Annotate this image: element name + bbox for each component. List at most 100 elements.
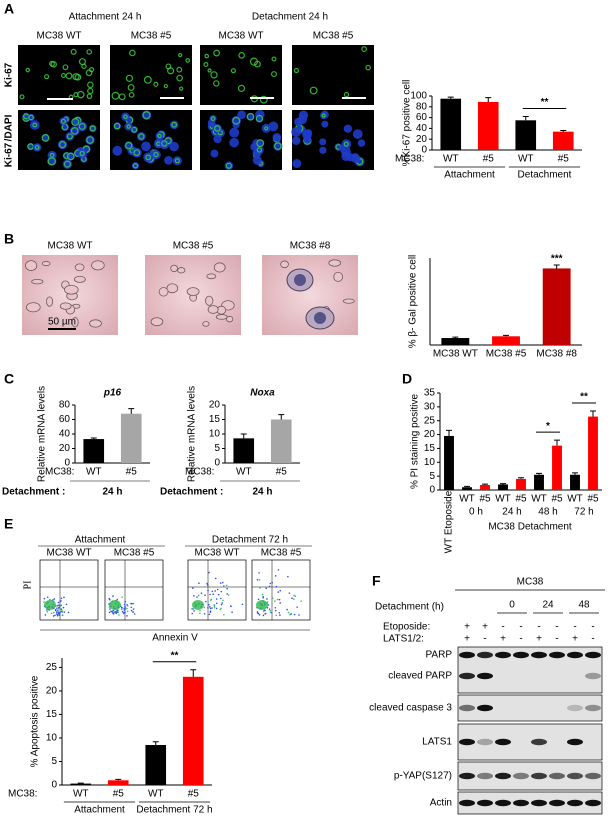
ki67-signal [89, 125, 96, 132]
event [256, 612, 259, 614]
event [214, 577, 217, 580]
x-axis-title: MC38 Detachment [488, 522, 572, 533]
ki67-signal [77, 90, 85, 99]
group-label: 72 h [574, 507, 593, 518]
cell [170, 264, 178, 273]
cell [46, 296, 54, 307]
y-tick-label: 20 [424, 429, 436, 440]
event [213, 604, 216, 606]
event [274, 600, 276, 602]
cell [64, 284, 79, 295]
treatment-sign: + [464, 634, 470, 645]
event [55, 613, 58, 615]
scale-bar-label: 50 µm [45, 87, 73, 98]
event [296, 606, 299, 608]
cell [158, 287, 169, 297]
event [220, 597, 222, 600]
nucleus [151, 149, 161, 160]
event [278, 598, 281, 601]
nucleus [357, 139, 366, 147]
event [259, 587, 261, 589]
band [567, 738, 583, 746]
column-label: MC38 WT [37, 31, 82, 42]
nucleus [172, 156, 182, 166]
population [192, 600, 204, 610]
nucleus [77, 148, 88, 159]
event [264, 613, 266, 615]
y-axis-label: % PI staining positive [410, 394, 421, 489]
y-tick-label: 0 [421, 145, 427, 156]
nucleus [256, 139, 264, 147]
band [459, 672, 475, 680]
event [123, 609, 126, 611]
event [123, 603, 126, 606]
ki67-signal [179, 86, 184, 91]
column-label: MC38 WT [48, 241, 93, 252]
error-bar [115, 778, 122, 781]
bar [542, 268, 571, 345]
event [223, 613, 225, 616]
y-tick-label: 10 [209, 429, 221, 440]
y-tick-label: 25 [46, 662, 58, 673]
event [114, 611, 116, 613]
band [477, 704, 493, 712]
event [211, 607, 213, 609]
micrograph [18, 45, 100, 105]
event [57, 601, 60, 604]
event [209, 607, 212, 610]
treatment-sign: + [536, 634, 542, 645]
event [132, 602, 134, 605]
y-tick-label: 80 [59, 400, 71, 411]
event [118, 614, 120, 616]
x-tick-label: WT [148, 789, 164, 800]
event [121, 610, 124, 613]
event [215, 607, 218, 610]
band [531, 651, 547, 659]
event [126, 610, 129, 613]
ki67-signal [142, 111, 151, 120]
ki67-signal [238, 52, 245, 59]
treatment-sign: - [573, 622, 576, 633]
ki67-signal [165, 63, 172, 70]
time-label: 0 [509, 600, 515, 611]
row-label: Ki-67 [4, 142, 15, 167]
event [219, 582, 222, 584]
event [204, 594, 206, 596]
band [531, 738, 547, 746]
cell [150, 317, 164, 327]
event [60, 597, 63, 600]
nucleus [29, 120, 40, 130]
x-tick-label: MC38 WT [433, 349, 478, 360]
ki67-signal [34, 144, 40, 150]
nucleus [209, 115, 217, 123]
error-bar [447, 96, 454, 99]
protein-label: cleaved PARP [388, 671, 452, 682]
band [495, 772, 511, 780]
event [199, 609, 201, 612]
panel-label: B [4, 231, 14, 247]
ki67-signal [237, 84, 246, 92]
ki67-signal [125, 141, 133, 150]
event [209, 610, 212, 612]
nucleus [41, 133, 50, 142]
ki67-signal [210, 71, 218, 79]
event [213, 606, 216, 609]
ki67-signal [133, 149, 141, 157]
ki67-signal [178, 53, 183, 58]
treatment-sign: + [500, 634, 506, 645]
footer-value: 24 h [102, 487, 122, 498]
nucleus [252, 155, 262, 165]
event [294, 595, 297, 598]
ki67-signal [86, 49, 93, 55]
treatment-sign: - [483, 634, 486, 645]
y-tick-label: 30 [424, 401, 436, 412]
group-label: Detachment [518, 170, 572, 181]
ki67-signal [249, 57, 259, 66]
group-label: 48 h [538, 507, 557, 518]
y-axis-label: % β- Gal positive cell [408, 255, 419, 349]
axis-label: PI [22, 581, 33, 590]
bar [444, 435, 454, 490]
cell [74, 263, 85, 272]
significance: ** [580, 392, 588, 403]
